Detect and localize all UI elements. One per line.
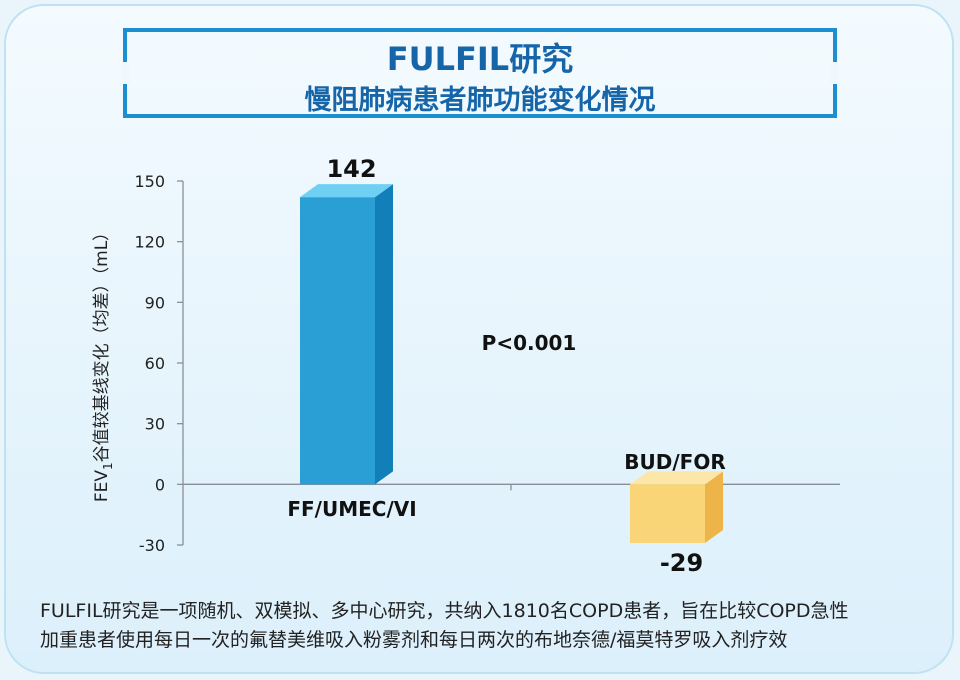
p-value-annotation: P<0.001 bbox=[482, 331, 577, 355]
title-frame-gap-right bbox=[830, 62, 838, 84]
bar-top-0 bbox=[300, 184, 393, 198]
footnote-line-2: 加重患者使用每日一次的氟替美维吸入粉雾剂和每日两次的布地奈德/福莫特罗吸入剂疗效 bbox=[40, 629, 788, 651]
y-tick-label: 0 bbox=[155, 475, 165, 494]
bar-top-1 bbox=[630, 471, 723, 485]
bar-side-1 bbox=[705, 471, 723, 543]
y-tick-label: 90 bbox=[145, 293, 165, 312]
y-axis-label: FEV1谷值较基线变化（均差）（mL） bbox=[92, 224, 115, 502]
category-label: FF/UMEC/VI bbox=[287, 497, 416, 521]
footnote: FULFIL研究是一项随机、双模拟、多中心研究，共纳入1810名COPD患者，旨… bbox=[40, 597, 940, 655]
bar-value-label: 142 bbox=[326, 155, 376, 183]
y-tick-label: 30 bbox=[145, 415, 165, 434]
y-tick-label: 60 bbox=[145, 354, 165, 373]
bar-ff-umec-vi bbox=[300, 197, 375, 485]
y-tick-label: 150 bbox=[134, 172, 165, 191]
bar-bud-for bbox=[630, 484, 705, 543]
category-label: BUD/FOR bbox=[624, 450, 725, 474]
bar-value-label: -29 bbox=[660, 549, 703, 577]
chart-subtitle: 慢阻肺病患者肺功能变化情况 bbox=[304, 85, 656, 116]
chart-title: FULFIL研究 bbox=[386, 40, 574, 78]
bar-side-0 bbox=[375, 184, 393, 485]
y-tick-label: 120 bbox=[134, 233, 165, 252]
footnote-line-1: FULFIL研究是一项随机、双模拟、多中心研究，共纳入1810名COPD患者，旨… bbox=[40, 600, 849, 622]
y-tick-label: -30 bbox=[139, 536, 165, 555]
title-frame-gap-left bbox=[122, 62, 130, 84]
